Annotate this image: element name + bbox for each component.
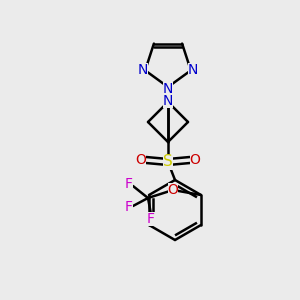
Text: O: O	[136, 153, 146, 167]
Text: N: N	[188, 63, 198, 77]
Text: N: N	[163, 94, 173, 108]
Text: N: N	[163, 82, 173, 96]
Text: S: S	[163, 154, 173, 169]
Text: F: F	[125, 200, 133, 214]
Text: F: F	[147, 212, 155, 226]
Text: N: N	[138, 63, 148, 77]
Text: F: F	[125, 177, 133, 191]
Text: O: O	[167, 183, 178, 197]
Text: O: O	[190, 153, 200, 167]
